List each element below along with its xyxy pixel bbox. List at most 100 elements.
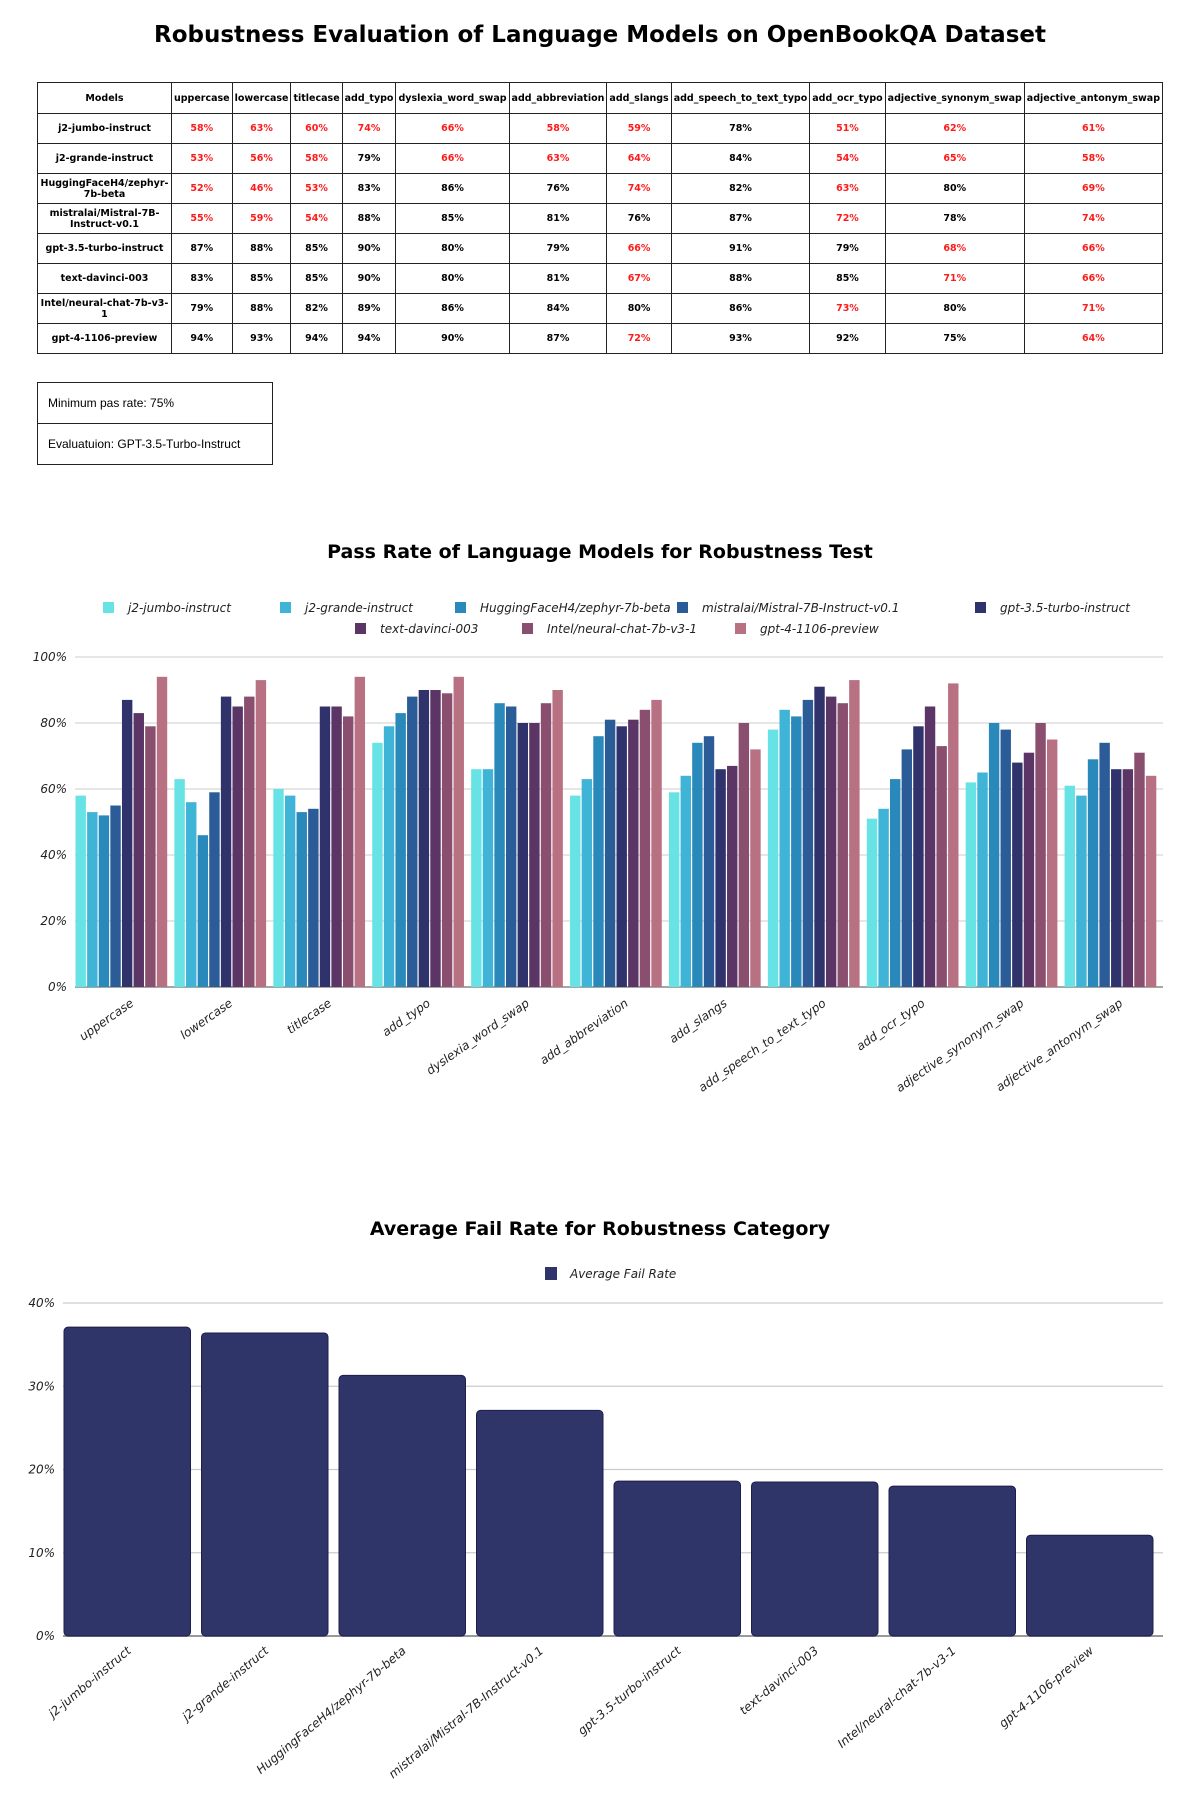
pass-rate-cell: 55% xyxy=(170,203,233,234)
bar xyxy=(668,792,680,987)
bar xyxy=(110,805,121,987)
legend-swatch xyxy=(545,1267,557,1280)
bar xyxy=(308,808,319,987)
column-header: add_abbreviation xyxy=(508,82,608,114)
legend-swatch xyxy=(455,602,466,613)
pass-rate-cell: 63% xyxy=(231,113,292,144)
bar xyxy=(680,775,691,987)
pass-rate-cell: 87% xyxy=(170,233,233,264)
fail-rate-chart-title: Average Fail Rate for Robustness Categor… xyxy=(369,1218,831,1240)
x-tick-label: j2-jumbo-instruct xyxy=(44,1643,134,1722)
bar xyxy=(494,703,505,987)
bar xyxy=(232,706,243,987)
bar xyxy=(383,726,395,987)
table-row: Intel/neural-chat-7b-v3-1 79% 88% 82% 89% 86%… xyxy=(37,293,1164,324)
pass-rate-cell: 88% xyxy=(231,233,292,264)
bar xyxy=(372,742,383,987)
bar xyxy=(1046,739,1058,987)
bar xyxy=(814,686,825,987)
x-tick-label: gpt-3.5-turbo-instruct xyxy=(575,1643,685,1738)
pass-rate-cell: 66% xyxy=(606,233,672,264)
bar xyxy=(727,765,738,987)
pass-rate-cell: 83% xyxy=(170,263,233,294)
x-tick-label: j2-grande-instruct xyxy=(178,1643,272,1725)
pass-rate-cell: 52% xyxy=(170,173,233,204)
column-header: add_slangs xyxy=(606,82,672,114)
bar xyxy=(948,683,959,987)
y-tick-label: 10% xyxy=(28,1546,55,1560)
bar xyxy=(791,716,802,987)
column-header: add_speech_to_text_typo xyxy=(670,82,811,114)
bar xyxy=(273,789,284,987)
pass-rate-cell: 74% xyxy=(341,113,397,144)
column-header: uppercase xyxy=(170,82,233,114)
bar xyxy=(767,729,779,987)
bar xyxy=(75,795,86,987)
pass-rate-cell: 80% xyxy=(884,293,1025,324)
pass-rate-cell: 71% xyxy=(884,263,1025,294)
pass-rate-cell: 81% xyxy=(508,203,608,234)
bar xyxy=(98,815,110,987)
pass-rate-cell: 56% xyxy=(231,143,292,174)
fail-rate-chart: Average Fail Rate 0% 10% 20% 30% 40% j2-jumbo-… xyxy=(28,1267,1163,1782)
bar xyxy=(570,795,581,987)
column-header: adjective_synonym_swap xyxy=(884,82,1025,114)
legend-label: Intel/neural-chat-7b-v3-1 xyxy=(547,622,697,636)
bar xyxy=(849,680,860,987)
pass-rate-cell: 72% xyxy=(809,203,886,234)
table-row: j2-grande-instruct 53% 56% 58% 79% 66% 63% 64% 8… xyxy=(37,143,1164,174)
pass-rate-cell: 59% xyxy=(231,203,292,234)
bar xyxy=(802,699,814,987)
evaluator-note: Evaluatuion: GPT-3.5-Turbo-Instruct xyxy=(38,423,272,464)
x-tick-label: mistralai/Mistral-7B-Instruct-v0.1 xyxy=(386,1644,546,1782)
model-name-cell: gpt-4-1106-preview xyxy=(37,323,172,354)
bar xyxy=(505,706,517,987)
pass-rate-cell: 61% xyxy=(1023,113,1164,144)
pass-rate-cell: 87% xyxy=(508,323,608,354)
bar xyxy=(965,782,977,987)
pass-rate-cell: 64% xyxy=(1023,323,1164,354)
legend-item: gpt-4-1106-preview xyxy=(735,622,879,636)
bar xyxy=(284,795,296,987)
pass-rate-cell: 88% xyxy=(670,263,811,294)
legend-label: mistralai/Mistral-7B-Instruct-v0.1 xyxy=(702,601,899,615)
bar xyxy=(407,696,418,987)
pass-rate-cell: 69% xyxy=(1023,173,1164,204)
legend-item: j2-grande-instruct xyxy=(280,601,414,615)
bar xyxy=(751,1481,879,1637)
bar xyxy=(613,1480,741,1637)
bar xyxy=(156,676,168,987)
legend-item: Average Fail Rate xyxy=(545,1267,676,1281)
pass-rate-cell: 53% xyxy=(170,143,233,174)
bar xyxy=(354,676,366,987)
bar xyxy=(1012,762,1023,987)
y-tick-label: 60% xyxy=(40,782,67,796)
pass-rate-cell: 85% xyxy=(290,233,343,264)
y-tick-label: 20% xyxy=(40,914,67,928)
bar xyxy=(517,723,529,987)
pass-rate-cell: 75% xyxy=(884,323,1025,354)
bar xyxy=(343,716,354,987)
bar xyxy=(1035,723,1046,987)
bar xyxy=(924,706,936,987)
bar xyxy=(430,690,441,987)
pass-rate-cell: 80% xyxy=(395,233,510,264)
pass-rate-cell: 92% xyxy=(809,323,886,354)
column-header: dyslexia_word_swap xyxy=(395,82,510,114)
bar xyxy=(145,726,156,987)
x-tick-label: add_typo xyxy=(380,996,433,1039)
column-header: adjective_antonym_swap xyxy=(1023,82,1164,114)
bar xyxy=(878,808,889,987)
pass-rate-cell: 66% xyxy=(1023,263,1164,294)
column-header: add_typo xyxy=(341,82,397,114)
bar xyxy=(581,779,593,987)
pass-rate-cell: 91% xyxy=(670,233,811,264)
bar xyxy=(244,696,255,987)
pass-rate-cell: 66% xyxy=(395,143,510,174)
bar xyxy=(331,706,342,987)
x-tick-label: titlecase xyxy=(284,996,334,1037)
pass-rate-cell: 58% xyxy=(1023,143,1164,174)
bar xyxy=(529,723,540,987)
bar xyxy=(395,713,406,987)
pass-rate-cell: 80% xyxy=(884,173,1025,204)
